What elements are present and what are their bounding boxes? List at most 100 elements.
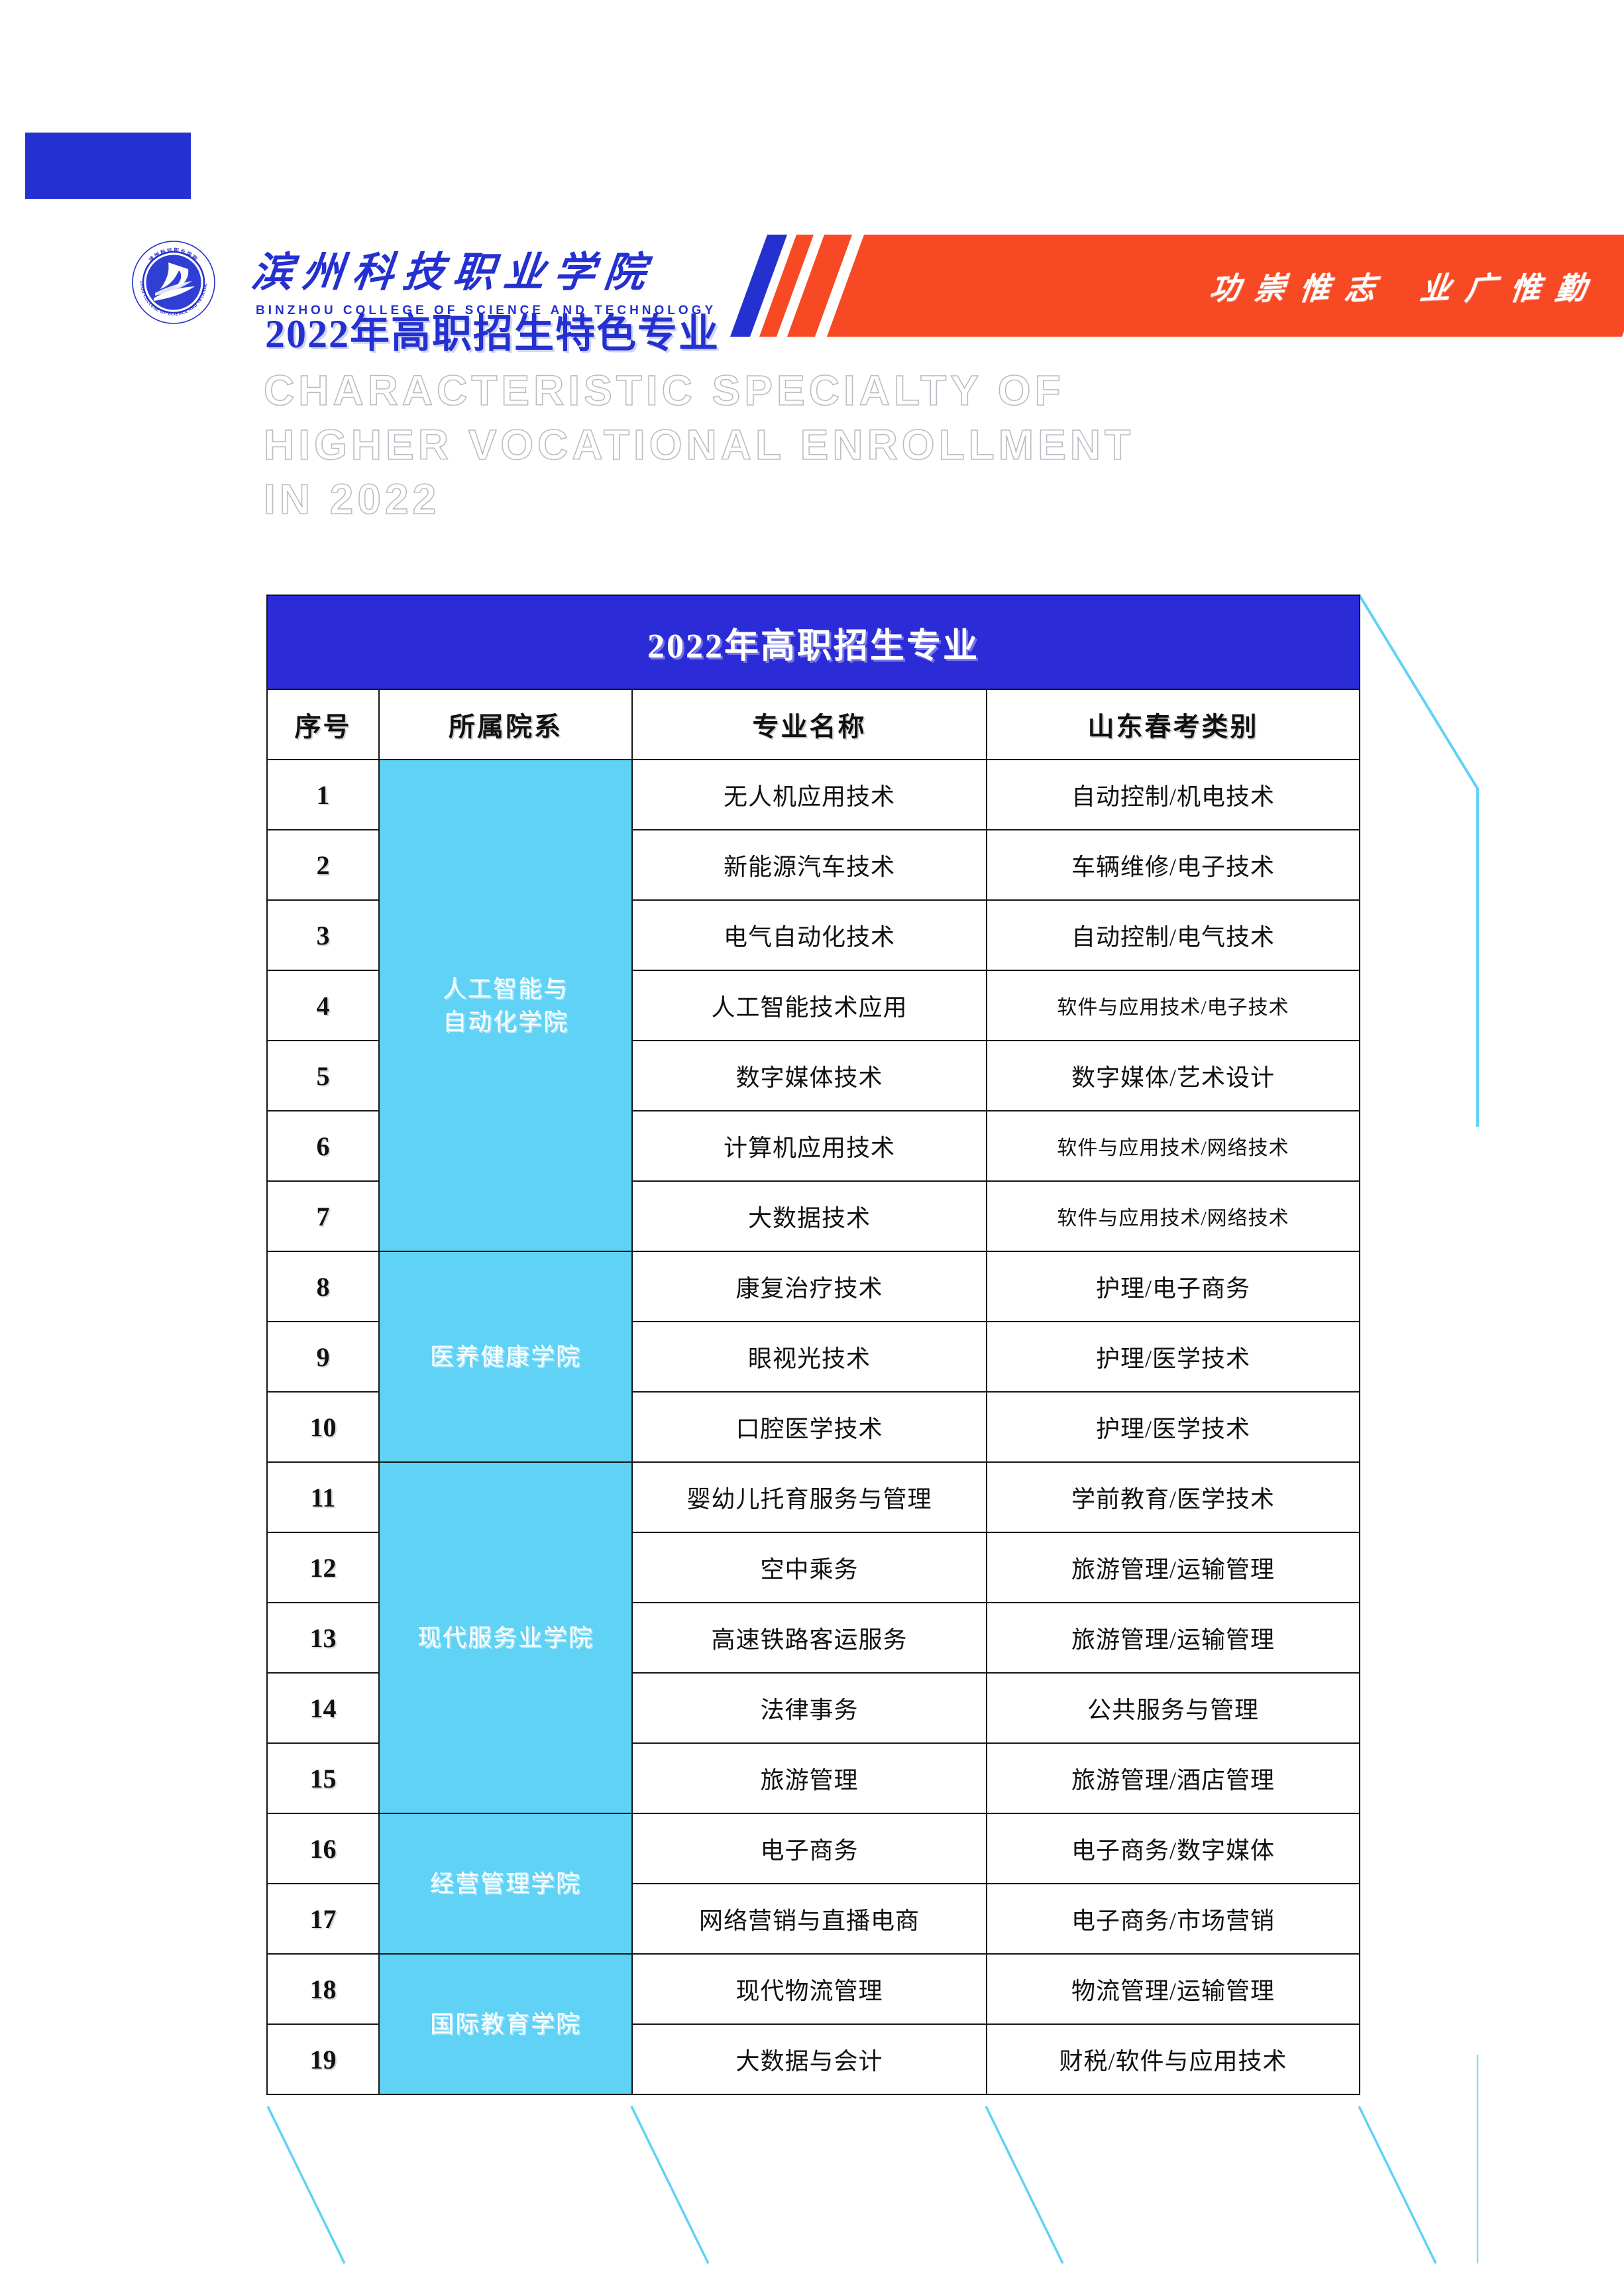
cell-major-name: 大数据与会计 xyxy=(631,2023,987,2095)
column-header-no: 序号 xyxy=(266,689,380,760)
cell-major-name: 眼视光技术 xyxy=(631,1321,987,1393)
cell-serial-number: 12 xyxy=(266,1532,380,1603)
cell-exam-category: 电子商务/市场营销 xyxy=(985,1883,1361,1955)
cell-exam-category: 自动控制/电气技术 xyxy=(985,899,1361,971)
header-stripes-banner: 功 崇 惟 志 业 广 惟 勤 xyxy=(722,235,1624,337)
cell-exam-category: 旅游管理/运输管理 xyxy=(985,1602,1361,1674)
cell-exam-category: 物流管理/运输管理 xyxy=(985,1953,1361,2025)
cell-department: 经营管理学院 xyxy=(378,1813,633,1955)
motto-char-5: 业 xyxy=(1418,270,1453,307)
table-row: 17 网络营销与直播电商 电子商务/市场营销 xyxy=(266,1883,1361,1955)
cell-major-name: 网络营销与直播电商 xyxy=(631,1883,987,1955)
cell-department: 人工智能与 自动化学院 xyxy=(378,759,633,1252)
table-row: 10 口腔医学技术 护理/医学技术 xyxy=(266,1391,1361,1463)
cell-serial-number: 4 xyxy=(266,970,380,1041)
cell-serial-number: 1 xyxy=(266,759,380,830)
cell-serial-number: 8 xyxy=(266,1251,380,1322)
cell-major-name: 计算机应用技术 xyxy=(631,1110,987,1182)
table-row: 8 医养健康学院 康复治疗技术 护理/电子商务 xyxy=(266,1251,1361,1463)
page-header: 滨州科技职业学院 BINZHOU COLLEGE OF SCIENCE AND … xyxy=(0,119,1624,337)
page-title-english: CHARACTERISTIC SPECIALTY OF HIGHER VOCAT… xyxy=(263,363,1430,526)
cell-major-name: 电子商务 xyxy=(631,1813,987,1884)
school-seal-logo: 滨州科技职业学院 BINZHOU COLLEGE OF SCIENCE AND … xyxy=(131,240,216,325)
table-row: 2 新能源汽车技术 车辆维修/电子技术 xyxy=(266,829,1361,901)
cell-exam-category: 学前教育/医学技术 xyxy=(985,1461,1361,1533)
page-title-chinese: 2022年高职招生特色专业 xyxy=(265,312,720,356)
table-row: 4 人工智能技术应用 软件与应用技术/电子技术 xyxy=(266,970,1361,1041)
motto-char-2: 崇 xyxy=(1252,270,1287,307)
cell-department: 国际教育学院 xyxy=(378,1953,633,2095)
table-row: 18 国际教育学院 现代物流管理 物流管理/运输管理 xyxy=(266,1953,1361,2095)
table-row: 3 电气自动化技术 自动控制/电气技术 xyxy=(266,899,1361,971)
cell-serial-number: 14 xyxy=(266,1672,380,1744)
cell-exam-category: 软件与应用技术/电子技术 xyxy=(985,970,1361,1041)
cell-serial-number: 6 xyxy=(266,1110,380,1182)
specialty-table: 2022年高职招生专业 序号 所属院系 专业名称 山东春考类别 1 人工智能与 自… xyxy=(266,595,1361,2095)
cell-serial-number: 2 xyxy=(266,829,380,901)
cell-serial-number: 16 xyxy=(266,1813,380,1884)
cell-exam-category: 软件与应用技术/网络技术 xyxy=(985,1110,1361,1182)
motto-char-4: 志 xyxy=(1342,270,1378,307)
table-header-row: 序号 所属院系 专业名称 山东春考类别 xyxy=(266,689,1361,760)
cell-department: 现代服务业学院 xyxy=(378,1461,633,1814)
cell-major-name: 电气自动化技术 xyxy=(631,899,987,971)
table-caption: 2022年高职招生专业 xyxy=(266,595,1361,690)
page-title-english-line-2: HIGHER VOCATIONAL ENROLLMENT xyxy=(263,420,1135,469)
cell-exam-category: 公共服务与管理 xyxy=(985,1672,1361,1744)
cell-serial-number: 5 xyxy=(266,1040,380,1111)
cell-major-name: 口腔医学技术 xyxy=(631,1391,987,1463)
cell-serial-number: 7 xyxy=(266,1180,380,1252)
cell-exam-category: 车辆维修/电子技术 xyxy=(985,829,1361,901)
cell-exam-category: 护理/电子商务 xyxy=(985,1251,1361,1322)
cell-exam-category: 旅游管理/运输管理 xyxy=(985,1532,1361,1603)
cell-major-name: 新能源汽车技术 xyxy=(631,829,987,901)
cell-major-name: 大数据技术 xyxy=(631,1180,987,1252)
cell-exam-category: 软件与应用技术/网络技术 xyxy=(985,1180,1361,1252)
cell-serial-number: 17 xyxy=(266,1883,380,1955)
school-name-english: BINZHOU COLLEGE OF SCIENCE AND TECHNOLOG… xyxy=(256,304,717,317)
motto-char-3: 惟 xyxy=(1297,270,1332,307)
cell-exam-category: 自动控制/机电技术 xyxy=(985,759,1361,830)
cell-exam-category: 护理/医学技术 xyxy=(985,1391,1361,1463)
cell-serial-number: 11 xyxy=(266,1461,380,1533)
page-title-english-line-3: IN 2022 xyxy=(263,475,441,524)
motto-char-7: 惟 xyxy=(1508,270,1543,307)
page-title-english-line-1: CHARACTERISTIC SPECIALTY OF xyxy=(263,366,1065,415)
cell-major-name: 现代物流管理 xyxy=(631,1953,987,2025)
cell-serial-number: 13 xyxy=(266,1602,380,1674)
column-header-category: 山东春考类别 xyxy=(985,689,1361,760)
cell-serial-number: 10 xyxy=(266,1391,380,1463)
table-row: 12 空中乘务 旅游管理/运输管理 xyxy=(266,1532,1361,1603)
cell-exam-category: 电子商务/数字媒体 xyxy=(985,1813,1361,1884)
cell-exam-category: 数字媒体/艺术设计 xyxy=(985,1040,1361,1111)
blue-accent-block xyxy=(25,133,191,199)
cell-major-name: 康复治疗技术 xyxy=(631,1251,987,1322)
column-header-dept: 所属院系 xyxy=(378,689,633,760)
table-row: 15 旅游管理 旅游管理/酒店管理 xyxy=(266,1742,1361,1814)
cell-major-name: 高速铁路客运服务 xyxy=(631,1602,987,1674)
cell-serial-number: 15 xyxy=(266,1742,380,1814)
table-caption-row: 2022年高职招生专业 xyxy=(266,595,1361,690)
cell-major-name: 法律事务 xyxy=(631,1672,987,1744)
table-row: 7 大数据技术 软件与应用技术/网络技术 xyxy=(266,1180,1361,1252)
table-row: 1 人工智能与 自动化学院 无人机应用技术 自动控制/机电技术 xyxy=(266,759,1361,1252)
cell-exam-category: 护理/医学技术 xyxy=(985,1321,1361,1393)
motto-char-6: 广 xyxy=(1463,270,1498,307)
cell-exam-category: 旅游管理/酒店管理 xyxy=(985,1742,1361,1814)
cell-exam-category: 财税/软件与应用技术 xyxy=(985,2023,1361,2095)
table-row: 6 计算机应用技术 软件与应用技术/网络技术 xyxy=(266,1110,1361,1182)
school-name-chinese: 滨州科技职业学院 xyxy=(249,251,657,296)
table-row: 16 经营管理学院 电子商务 电子商务/数字媒体 xyxy=(266,1813,1361,1955)
cell-department: 医养健康学院 xyxy=(378,1251,633,1463)
table-row: 14 法律事务 公共服务与管理 xyxy=(266,1672,1361,1744)
column-header-major: 专业名称 xyxy=(631,689,987,760)
table-row: 5 数字媒体技术 数字媒体/艺术设计 xyxy=(266,1040,1361,1111)
cell-major-name: 数字媒体技术 xyxy=(631,1040,987,1111)
table-row: 13 高速铁路客运服务 旅游管理/运输管理 xyxy=(266,1602,1361,1674)
cell-major-name: 婴幼儿托育服务与管理 xyxy=(631,1461,987,1533)
cell-major-name: 空中乘务 xyxy=(631,1532,987,1603)
table-body: 1 人工智能与 自动化学院 无人机应用技术 自动控制/机电技术 2 新能源汽车技术 车辆维修… xyxy=(266,759,1361,2095)
cell-serial-number: 19 xyxy=(266,2023,380,2095)
cell-major-name: 人工智能技术应用 xyxy=(631,970,987,1041)
cell-serial-number: 18 xyxy=(266,1953,380,2025)
